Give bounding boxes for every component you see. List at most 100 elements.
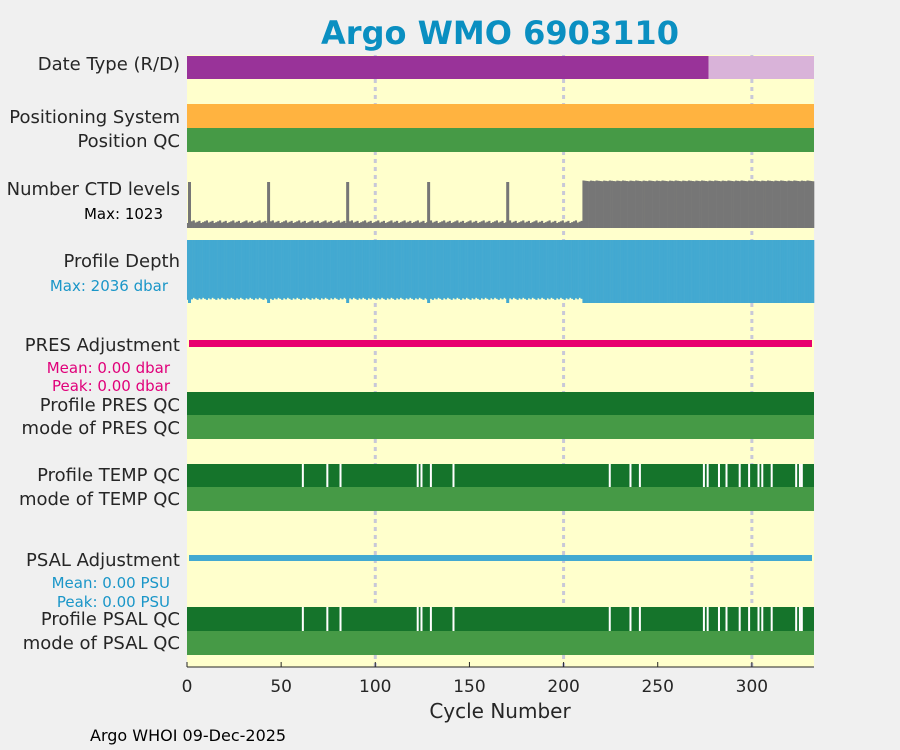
ctd-level-bar (695, 180, 698, 228)
ctd-level-bar (537, 222, 540, 228)
profile-depth-bar (689, 240, 692, 303)
profile-depth-bar (531, 240, 534, 298)
profile-depth-bar (569, 240, 572, 298)
profile-depth-bar (753, 240, 756, 303)
profile-depth-bar (629, 240, 632, 303)
profile-depth-bar (373, 240, 376, 299)
profile-depth-bar (567, 240, 570, 300)
profile-depth-bar (493, 240, 497, 298)
profile-depth-bar (520, 240, 523, 300)
ctd-level-bar (273, 222, 276, 228)
x-tick-label: 200 (547, 677, 579, 697)
ctd-level-bar (601, 181, 604, 228)
ctd-level-bar (397, 223, 401, 228)
ctd-level-bar (452, 222, 455, 228)
ctd-level-bar (365, 222, 369, 228)
profile-depth-bar (371, 240, 374, 298)
mode-temp-qc-bar (187, 487, 814, 511)
ctd-level-bar (774, 180, 777, 228)
row-label-profile-depth: Profile Depth (63, 251, 180, 272)
mode-psal-qc-bar (187, 631, 814, 655)
profile-depth-bar (422, 240, 425, 300)
psal-qc-flag (761, 607, 764, 631)
profile-depth-bar (603, 240, 606, 303)
ctd-level-bar (234, 222, 237, 228)
profile-depth-bar (584, 240, 587, 303)
profile-depth-bar (674, 240, 677, 303)
profile-depth-bar (467, 240, 470, 299)
profile-depth-bar (667, 240, 670, 303)
profile-depth-bar (234, 240, 237, 300)
profile-depth-bar (497, 240, 500, 300)
ctd-level-bar (416, 220, 419, 228)
profile-depth-bar (443, 240, 446, 299)
ctd-level-bar (437, 223, 440, 228)
profile-depth-bar (687, 240, 691, 303)
profile-depth-bar (431, 240, 434, 300)
temp-qc-flag (706, 464, 709, 487)
profile-depth-bar (780, 240, 783, 303)
pres-peak-note: Peak: 0.00 dbar (52, 377, 171, 395)
profile-depth-bar (437, 240, 440, 298)
profile-depth-bar (702, 240, 706, 303)
profile-depth-bar (458, 240, 461, 299)
ctd-level-bar (439, 222, 442, 228)
ctd-level-bar (812, 181, 815, 228)
profile-depth-bar (200, 240, 203, 300)
psal-qc-flag (725, 607, 728, 631)
ctd-level-bar (717, 181, 721, 228)
profile-depth-bar (275, 240, 278, 300)
ctd-level-bar (222, 221, 225, 228)
psal-qc-flag (452, 607, 455, 631)
ctd-level-bar (776, 180, 779, 228)
profile-depth-dip (188, 240, 191, 303)
profile-depth-bar (765, 240, 768, 303)
profile-depth-bar (706, 240, 709, 303)
row-label-positioning-system: Positioning System (9, 107, 180, 128)
ctd-level-bar (620, 181, 623, 228)
ctd-level-bar (802, 180, 805, 228)
ctd-level-bar (394, 221, 397, 228)
ctd-level-bar (589, 180, 593, 228)
ctd-level-bar (215, 222, 218, 228)
ctd-level-bar (763, 180, 766, 228)
profile-depth-bar (542, 240, 546, 299)
profile-depth-bar (576, 240, 579, 300)
ctd-level-bar (808, 180, 811, 228)
profile-depth-bar (761, 240, 764, 303)
ctd-level-bar (252, 223, 256, 228)
ctd-level-bar (294, 222, 297, 228)
ctd-level-bar (209, 221, 212, 228)
ctd-level-bar (375, 221, 378, 228)
profile-depth-bar (751, 240, 755, 303)
profile-depth-bar (446, 240, 450, 298)
profile-depth-bar (292, 240, 295, 299)
ctd-level-bar (235, 221, 239, 228)
ctd-level-bar (516, 223, 519, 228)
profile-depth-bar (552, 240, 555, 299)
profile-depth-bar (638, 240, 642, 303)
ctd-level-bar (595, 180, 598, 228)
ctd-level-bar (572, 221, 576, 228)
ctd-level-bar (665, 181, 668, 228)
profile-depth-bar (490, 240, 493, 299)
ctd-level-bar (392, 222, 395, 228)
profile-depth-bar (616, 240, 619, 303)
temp-qc-flag (725, 464, 728, 487)
profile-depth-bar (546, 240, 549, 299)
ctd-level-bar (341, 221, 344, 228)
profile-depth-bar (492, 240, 495, 300)
profile-depth-bar (394, 240, 397, 300)
ctd-level-bar (527, 220, 530, 228)
profile-depth-bar (582, 240, 585, 303)
ctd-level-bar (719, 181, 723, 228)
ctd-level-bar (495, 220, 498, 228)
profile-depth-bar (463, 240, 466, 300)
temp-qc-flag (770, 464, 773, 487)
ctd-level-bar (804, 181, 807, 228)
ctd-level-bar (650, 180, 653, 228)
ctd-level-bar (401, 221, 404, 228)
ctd-level-bar (727, 180, 730, 228)
ctd-level-bar (237, 220, 241, 228)
profile-depth-bar (804, 240, 807, 303)
